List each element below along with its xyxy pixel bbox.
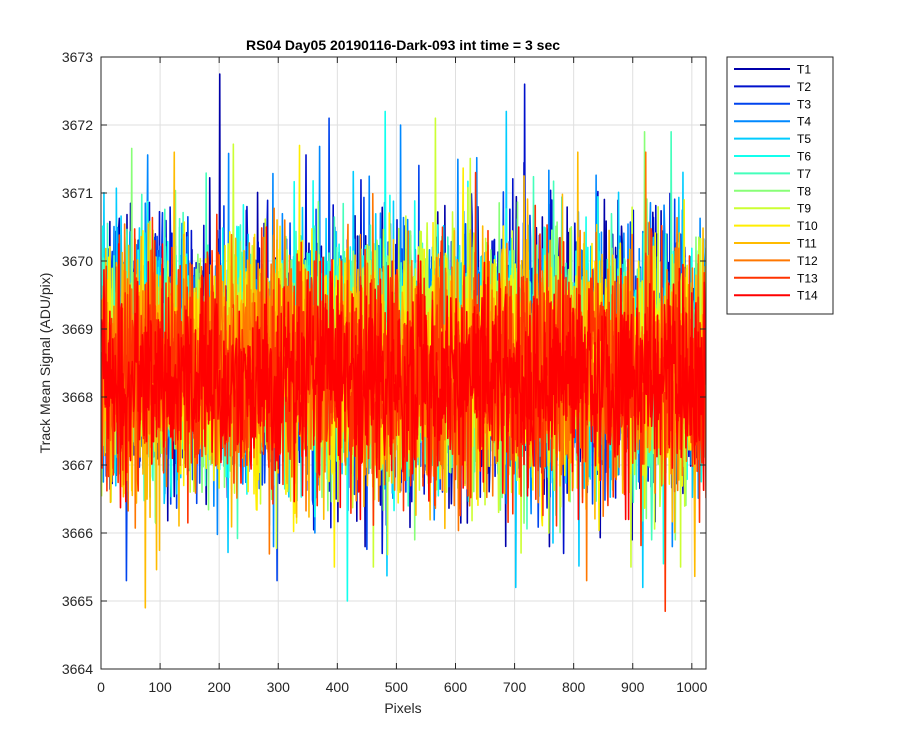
legend-label-t14: T14 [797, 289, 818, 303]
x-tick-label: 400 [326, 679, 350, 695]
x-tick-label: 500 [385, 679, 409, 695]
y-tick-label: 3673 [62, 49, 93, 65]
legend-items: T1 T2 T3 T4 T5 T6 T7 T8 T9 T10 T11 T12 T13 T14 [734, 63, 818, 303]
x-axis-label: Pixels [384, 700, 421, 716]
series-line-t14 [101, 226, 706, 521]
y-tick-labels: 3664 3665 3666 3667 3668 3669 3670 3671 3672 3673 [62, 49, 93, 677]
legend-label-t6: T6 [797, 150, 811, 164]
x-tick-label: 300 [267, 679, 291, 695]
plot-frame [100, 56, 707, 670]
y-axis-label: Track Mean Signal (ADU/pix) [37, 273, 53, 454]
legend-label-t4: T4 [797, 115, 811, 129]
legend-label-t10: T10 [797, 219, 818, 233]
legend-label-t2: T2 [797, 80, 811, 94]
legend-box [726, 56, 834, 315]
y-tick-label: 3665 [62, 593, 93, 609]
y-tick-label: 3669 [62, 321, 93, 337]
x-tick-labels: 0 100 200 300 400 500 600 700 800 900 1000 [97, 679, 707, 695]
y-tick-label: 3671 [62, 185, 93, 201]
x-tick-label: 800 [562, 679, 586, 695]
x-tick-label: 200 [207, 679, 231, 695]
legend-label-t11: T11 [797, 237, 817, 251]
ticks [100, 56, 706, 670]
legend-label-t7: T7 [797, 167, 811, 181]
legend-label-t12: T12 [797, 254, 818, 268]
x-tick-label: 100 [148, 679, 172, 695]
x-tick-label: 900 [621, 679, 645, 695]
series-layer [101, 73, 706, 612]
legend-label-t8: T8 [797, 184, 811, 198]
legend-label-t13: T13 [797, 271, 818, 285]
y-tick-label: 3666 [62, 525, 93, 541]
legend-label-t1: T1 [797, 63, 811, 77]
y-tick-label: 3672 [62, 117, 93, 133]
chart-title: RS04 Day05 20190116-Dark-093 int time = … [246, 37, 560, 53]
y-tick-label: 3668 [62, 389, 93, 405]
x-tick-label: 0 [97, 679, 105, 695]
legend-label-t3: T3 [797, 97, 811, 111]
x-tick-label: 600 [444, 679, 468, 695]
y-tick-label: 3670 [62, 253, 93, 269]
legend: T1 T2 T3 T4 T5 T6 T7 T8 T9 T10 T11 T12 T13 T14 [726, 56, 834, 315]
legend-label-t5: T5 [797, 132, 811, 146]
y-tick-label: 3667 [62, 457, 93, 473]
x-tick-label: 700 [503, 679, 527, 695]
y-tick-label: 3664 [62, 661, 93, 677]
x-tick-label: 1000 [676, 679, 707, 695]
legend-label-t9: T9 [797, 202, 811, 216]
